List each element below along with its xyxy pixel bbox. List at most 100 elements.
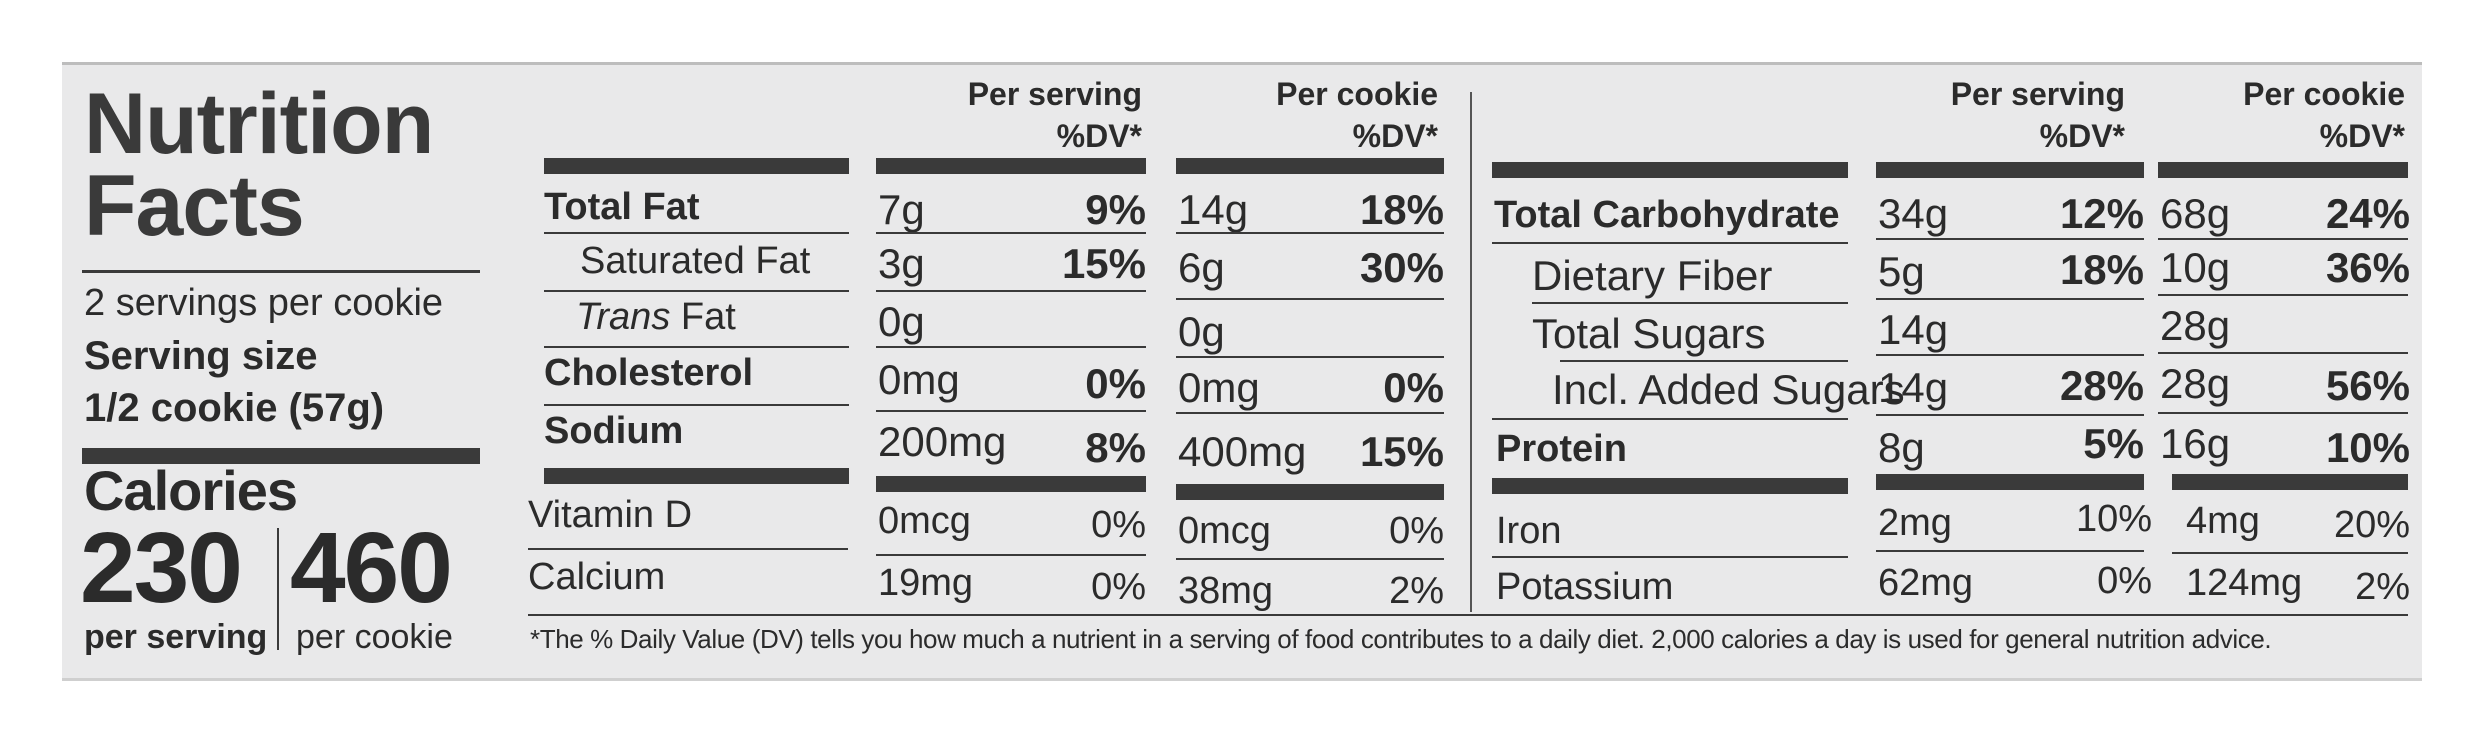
calories-per-cookie: 460 <box>290 512 453 624</box>
calcium-cookie-dv: 2% <box>1389 570 1444 612</box>
vitamin-d-cookie-amount: 0mcg <box>1178 510 1271 552</box>
total-fat-cookie-dv: 18% <box>1359 186 1444 233</box>
row-name-saturated-fat: Saturated Fat <box>580 240 811 282</box>
row-name-total-fat: Total Fat <box>544 186 700 228</box>
center-divider <box>1470 92 1472 612</box>
row-divider <box>544 346 849 348</box>
servings-per-container: 2 servings per cookie <box>84 282 444 324</box>
row-divider <box>876 290 1146 292</box>
bar <box>1176 158 1444 174</box>
saturated-fat-serving-amount: 3g <box>878 240 925 287</box>
serving-size-label: Serving size <box>84 334 318 378</box>
per-cookie-label: per cookie <box>296 618 453 656</box>
row-divider <box>2158 412 2408 414</box>
row-divider <box>876 554 1146 556</box>
row-divider <box>876 346 1146 348</box>
trans-fat-serving-amount: 0g <box>878 298 925 345</box>
row-divider <box>1876 414 2144 416</box>
cholesterol-cookie-dv: 0% <box>1383 364 1444 411</box>
header-per-serving: Per serving <box>967 76 1142 112</box>
row-name-total-carbohydrate: Total Carbohydrate <box>1494 194 1840 236</box>
divider <box>82 270 480 273</box>
row-divider <box>1876 354 2144 356</box>
row-name-added-sugars: Incl. Added Sugars <box>1552 366 1905 413</box>
row-divider <box>1176 412 1444 414</box>
bar <box>876 158 1146 174</box>
row-name-calcium: Calcium <box>528 556 666 598</box>
total-carb-serving-dv: 12% <box>2059 190 2144 237</box>
row-divider <box>876 410 1146 412</box>
row-divider <box>1176 232 1444 234</box>
row-divider <box>1560 360 1848 362</box>
total-carb-cookie-amount: 68g <box>2160 190 2231 237</box>
bar <box>1492 162 1848 178</box>
row-divider <box>1176 298 1444 300</box>
row-divider <box>1176 356 1444 358</box>
row-name-potassium: Potassium <box>1496 566 1674 608</box>
footnote-divider <box>528 614 2408 616</box>
bar <box>544 468 849 484</box>
sodium-serving-dv: 8% <box>1085 424 1146 471</box>
added-sugars-serving-dv: 28% <box>2059 362 2144 409</box>
header-per-cookie-right: Per cookie <box>2243 76 2405 112</box>
row-name-cholesterol: Cholesterol <box>544 352 754 394</box>
dietary-fiber-cookie-dv: 36% <box>2325 244 2410 291</box>
saturated-fat-cookie-dv: 30% <box>1359 244 1444 291</box>
potassium-serving-amount: 62mg <box>1878 562 1974 604</box>
dietary-fiber-serving-dv: 18% <box>2059 246 2144 293</box>
trans-italic: Trans <box>576 296 671 338</box>
bar <box>1176 484 1444 500</box>
calcium-serving-amount: 19mg <box>878 562 974 604</box>
header-per-serving-right: Per serving <box>1950 76 2125 112</box>
row-name-total-sugars: Total Sugars <box>1532 310 1766 357</box>
row-divider <box>544 290 849 292</box>
row-divider <box>1176 558 1444 560</box>
protein-serving-amount: 8g <box>1878 424 1925 471</box>
per-serving-label: per serving <box>84 618 268 656</box>
vitamin-d-serving-dv: 0% <box>1091 504 1146 546</box>
footnote: *The % Daily Value (DV) tells you how mu… <box>530 624 2272 654</box>
trans-rest: Fat <box>670 296 736 338</box>
header-dv-right: %DV* <box>2319 118 2405 154</box>
row-divider <box>1532 302 1848 304</box>
total-sugars-serving-amount: 14g <box>1878 306 1949 353</box>
serving-size-value: 1/2 cookie (57g) <box>84 386 385 430</box>
bar <box>876 476 1146 492</box>
total-fat-serving-amount: 7g <box>878 186 925 233</box>
header-dv-right: %DV* <box>2039 118 2125 154</box>
row-divider <box>2158 294 2408 296</box>
calcium-cookie-amount: 38mg <box>1178 570 1274 612</box>
potassium-cookie-dv: 2% <box>2355 566 2410 608</box>
row-divider <box>528 548 848 550</box>
iron-serving-amount: 2mg <box>1878 502 1952 544</box>
row-name-protein: Protein <box>1496 428 1627 470</box>
potassium-serving-dv: 0% <box>2097 560 2152 602</box>
calories-label: Calories <box>84 459 298 522</box>
sodium-cookie-amount: 400mg <box>1178 428 1307 475</box>
vitamin-d-cookie-dv: 0% <box>1389 510 1444 552</box>
row-divider <box>1492 242 1848 244</box>
trans-fat-cookie-amount: 0g <box>1178 308 1225 355</box>
total-carb-serving-amount: 34g <box>1878 190 1949 237</box>
total-fat-serving-dv: 9% <box>1085 186 1146 233</box>
header-dv: %DV* <box>1056 118 1142 154</box>
row-divider <box>876 232 1146 234</box>
added-sugars-cookie-amount: 28g <box>2160 360 2231 407</box>
sodium-serving-amount: 200mg <box>878 418 1007 465</box>
row-divider <box>1876 550 2144 552</box>
saturated-fat-serving-dv: 15% <box>1061 240 1146 287</box>
row-divider <box>544 404 849 406</box>
bar <box>2172 474 2408 490</box>
row-divider <box>544 232 849 234</box>
title-nutrition: Nutrition <box>84 76 434 172</box>
header-per-cookie: Per cookie <box>1276 76 1438 112</box>
calories-divider <box>277 528 279 650</box>
bar <box>544 158 849 174</box>
row-divider <box>2158 238 2408 240</box>
cholesterol-cookie-amount: 0mg <box>1178 364 1260 411</box>
row-divider <box>1492 556 1848 558</box>
bar <box>1876 474 2144 490</box>
total-fat-cookie-amount: 14g <box>1178 186 1249 233</box>
saturated-fat-cookie-amount: 6g <box>1178 244 1225 291</box>
added-sugars-cookie-dv: 56% <box>2325 362 2410 409</box>
